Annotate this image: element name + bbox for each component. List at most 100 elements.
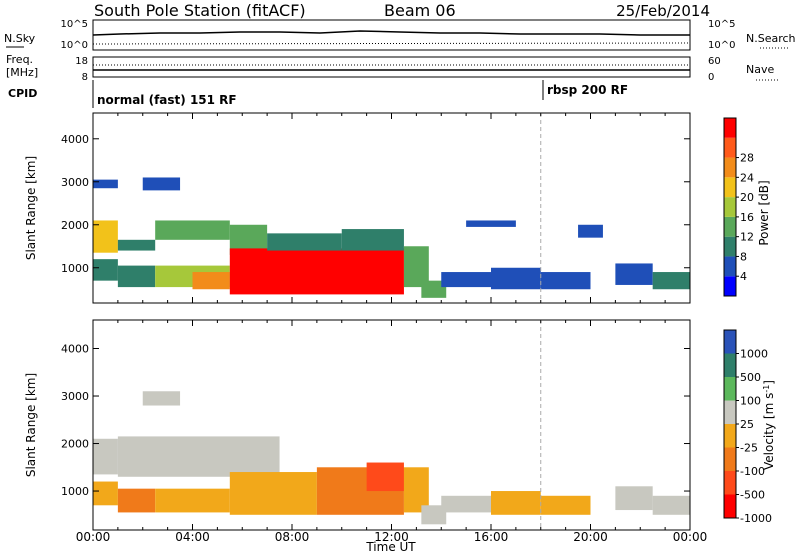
power-axes: 1000 2000 3000 4000 bbox=[61, 113, 691, 303]
power-region-20 bbox=[615, 263, 653, 285]
power-colorbar-tick-label: 8 bbox=[740, 250, 747, 263]
cpid-label: CPID bbox=[8, 87, 37, 100]
velocity-colorbar-segment bbox=[724, 471, 736, 495]
velocity-colorbar-tick-label: 500 bbox=[740, 371, 761, 384]
velocity-colorbar-tick-label: 1000 bbox=[740, 348, 768, 361]
power-colorbar: 4 8 12 16 20 24 28 bbox=[723, 117, 754, 297]
power-colorbar-tick-label: 24 bbox=[740, 171, 754, 184]
nsky-tick-top: 10^5 bbox=[61, 19, 88, 30]
velocity-colorbar-tick-label: -25 bbox=[740, 442, 758, 455]
power-region-5 bbox=[142, 177, 181, 191]
velocity-colorbar-segment bbox=[724, 330, 736, 354]
power-colorbar-segment bbox=[724, 236, 736, 257]
power-region-16 bbox=[466, 220, 516, 227]
power-panel: 1000 2000 3000 4000 Slant Range [km] 4 8 12 16… bbox=[24, 112, 771, 304]
time-tick-label: 00:00 bbox=[76, 530, 111, 544]
velocity-region-15 bbox=[652, 495, 690, 515]
power-region-4 bbox=[117, 265, 156, 288]
power-region-8 bbox=[192, 272, 230, 290]
time-tick-label: 12:00 bbox=[374, 530, 409, 544]
velocity-colorbar-label-close: ] bbox=[762, 380, 776, 385]
power-region-19 bbox=[578, 224, 603, 238]
velocity-colorbar-label: Velocity [m s-1] bbox=[762, 380, 777, 470]
velocity-colorbar-segment bbox=[724, 424, 736, 448]
power-ytick-label: 1000 bbox=[61, 262, 89, 275]
nsearch-label: N.Search bbox=[746, 32, 796, 45]
power-colorbar-segment bbox=[724, 177, 736, 198]
power-ytick-label: 3000 bbox=[61, 176, 89, 189]
beam-label: Beam 06 bbox=[384, 1, 456, 20]
velocity-region-10 bbox=[421, 505, 447, 525]
velocity-region-4 bbox=[117, 436, 280, 477]
freq-label-2: [MHz] bbox=[6, 66, 38, 79]
time-tick-label: 16:00 bbox=[474, 530, 509, 544]
velocity-axes: 1000 2000 3000 4000 bbox=[61, 320, 691, 530]
power-ytick-label: 4000 bbox=[61, 133, 89, 146]
velocity-data bbox=[93, 391, 690, 525]
time-axis-ticks: 00:00 04:00 08:00 12:00 16:00 20:00 00:00 bbox=[76, 530, 708, 544]
power-region-13 bbox=[403, 246, 429, 288]
power-region-12 bbox=[341, 229, 404, 251]
nave-tick-bottom: 0 bbox=[708, 72, 714, 83]
velocity-ytick-label: 3000 bbox=[61, 390, 89, 403]
power-region-3 bbox=[117, 239, 156, 251]
power-region-0 bbox=[93, 220, 118, 253]
power-colorbar-tick-label: 20 bbox=[740, 191, 754, 204]
power-region-2 bbox=[93, 179, 118, 189]
time-tick-label: 08:00 bbox=[275, 530, 310, 544]
nsky-tick-bottom: 10^0 bbox=[61, 40, 88, 51]
freq-panel: Freq. [MHz] 18 8 Nave 60 0 bbox=[6, 53, 780, 83]
power-colorbar-segment bbox=[724, 157, 736, 178]
velocity-ytick-label: 2000 bbox=[61, 438, 89, 451]
velocity-colorbar-label-main: Velocity [m s bbox=[762, 393, 776, 470]
power-ylabel: Slant Range [km] bbox=[24, 156, 38, 260]
velocity-region-13 bbox=[540, 495, 591, 515]
velocity-ylabel: Slant Range [km] bbox=[24, 373, 38, 477]
power-colorbar-segment bbox=[724, 276, 736, 296]
noise-panel: N.Sky 10^5 10^0 N.Search 10^5 10^0 bbox=[4, 19, 796, 51]
velocity-region-8 bbox=[366, 462, 404, 492]
power-region-14 bbox=[421, 280, 447, 298]
velocity-region-6 bbox=[229, 472, 317, 515]
velocity-colorbar-segment bbox=[724, 353, 736, 377]
nsearch-tick-top: 10^5 bbox=[708, 19, 735, 30]
power-colorbar-tick-label: 4 bbox=[740, 270, 747, 283]
power-region-15 bbox=[441, 272, 491, 288]
power-region-1 bbox=[93, 259, 118, 281]
velocity-colorbar: 1000 500 100 25 -25 -100 -500 -1000 bbox=[723, 329, 772, 525]
nsky-trace bbox=[92, 30, 690, 36]
velocity-region-2 bbox=[117, 488, 156, 513]
freq-label-1: Freq. bbox=[6, 53, 33, 66]
time-axis-label: Time UT bbox=[365, 540, 416, 554]
power-region-17 bbox=[491, 267, 541, 290]
power-region-18 bbox=[540, 272, 591, 290]
power-region-10 bbox=[229, 248, 404, 295]
velocity-colorbar-segment bbox=[724, 494, 736, 518]
velocity-colorbar-tick-label: -100 bbox=[740, 465, 765, 478]
velocity-colorbar-tick-label: -500 bbox=[740, 489, 765, 502]
velocity-colorbar-label-exp: -1 bbox=[762, 385, 771, 393]
power-colorbar-frame bbox=[723, 117, 737, 297]
velocity-region-5 bbox=[155, 488, 230, 513]
power-region-21 bbox=[652, 272, 690, 290]
power-colorbar-segment bbox=[724, 197, 736, 217]
nave-tick-top: 60 bbox=[708, 56, 721, 67]
velocity-colorbar-segment bbox=[724, 447, 736, 471]
time-tick-label: 00:00 bbox=[673, 530, 708, 544]
velocity-region-3 bbox=[142, 391, 181, 406]
nsky-label: N.Sky bbox=[4, 32, 36, 45]
velocity-region-11 bbox=[441, 495, 491, 513]
velocity-panel: 1000 2000 3000 4000 Slant Range [km] 1000 50… bbox=[24, 319, 777, 531]
time-tick-label: 04:00 bbox=[175, 530, 210, 544]
nsearch-tick-bottom: 10^0 bbox=[708, 40, 735, 51]
velocity-colorbar-segment bbox=[724, 400, 736, 424]
power-colorbar-tick-label: 12 bbox=[740, 231, 754, 244]
velocity-colorbar-segment bbox=[724, 377, 736, 401]
cpid-row: CPID normal (fast) 151 RF rbsp 200 RF bbox=[8, 80, 628, 108]
velocity-colorbar-tick-label: 100 bbox=[740, 395, 761, 408]
power-colorbar-label: Power [dB] bbox=[757, 180, 771, 245]
velocity-region-9 bbox=[403, 467, 429, 513]
date-label: 25/Feb/2014 bbox=[616, 2, 710, 20]
velocity-ytick-label: 4000 bbox=[61, 343, 89, 356]
